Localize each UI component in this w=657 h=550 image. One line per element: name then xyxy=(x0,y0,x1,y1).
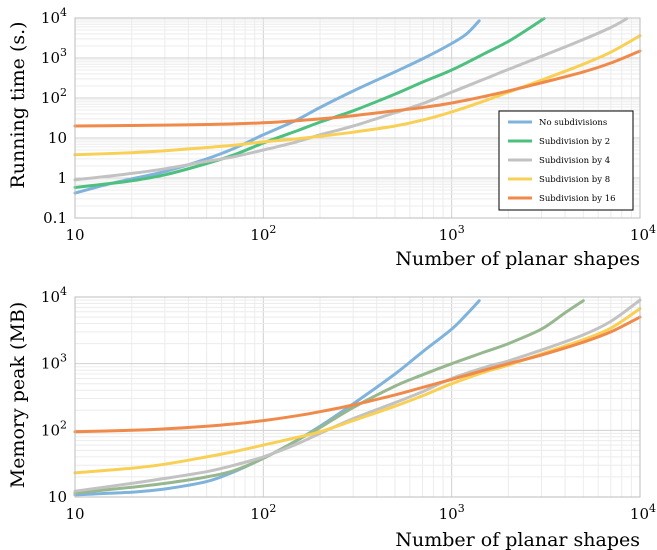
y-tick-label: 0.1 xyxy=(43,209,67,227)
y-tick-label: 10 xyxy=(48,129,67,147)
running-time-chart: 10 102 103 104 0.1 1 10 102 103 104 Running time … xyxy=(7,6,656,270)
plot-frame xyxy=(74,17,641,219)
memory-peak-y-label: Memory peak (MB) xyxy=(7,302,29,489)
x-tick-label: 104 xyxy=(630,502,656,523)
x-tick-label: 104 xyxy=(630,223,656,244)
y-tick-label: 104 xyxy=(41,6,67,27)
series-line-3 xyxy=(73,298,642,493)
y-tick-label: 102 xyxy=(41,418,67,439)
x-tick-label: 10 xyxy=(65,226,84,244)
series-line-5 xyxy=(73,49,642,128)
y-tick-label: 103 xyxy=(41,46,67,67)
memory-peak-x-label: Number of planar shapes xyxy=(395,529,640,550)
x-tick-label: 102 xyxy=(250,502,276,523)
plot-frame xyxy=(74,296,641,498)
series-line-5 xyxy=(73,315,642,434)
y-tick-label: 103 xyxy=(41,352,67,373)
legend: No subdivisions Subdivision by 2 Subdivisi… xyxy=(498,110,634,211)
legend-label: Subdivision by 2 xyxy=(539,137,610,147)
running-time-y-label: Running time (s.) xyxy=(7,21,29,188)
y-tick-label: 102 xyxy=(41,86,67,107)
series-line-2 xyxy=(73,16,546,189)
x-tick-label: 103 xyxy=(439,502,465,523)
x-tick-label: 10 xyxy=(65,505,84,523)
y-tick-label: 10 xyxy=(48,488,67,506)
legend-label: No subdivisions xyxy=(539,118,607,128)
legend-label: Subdivision by 4 xyxy=(539,156,610,166)
y-tick-label: 104 xyxy=(41,285,67,306)
legend-label: Subdivision by 8 xyxy=(539,175,610,185)
x-tick-label: 103 xyxy=(439,223,465,244)
y-tick-label: 1 xyxy=(57,169,67,187)
legend-label: Subdivision by 16 xyxy=(539,194,616,204)
series-line-4 xyxy=(73,34,642,157)
x-tick-label: 102 xyxy=(250,223,276,244)
series-line-4 xyxy=(73,307,642,475)
running-time-x-label: Number of planar shapes xyxy=(395,248,640,270)
series-line-2 xyxy=(73,299,585,495)
series-line-3 xyxy=(73,17,629,182)
